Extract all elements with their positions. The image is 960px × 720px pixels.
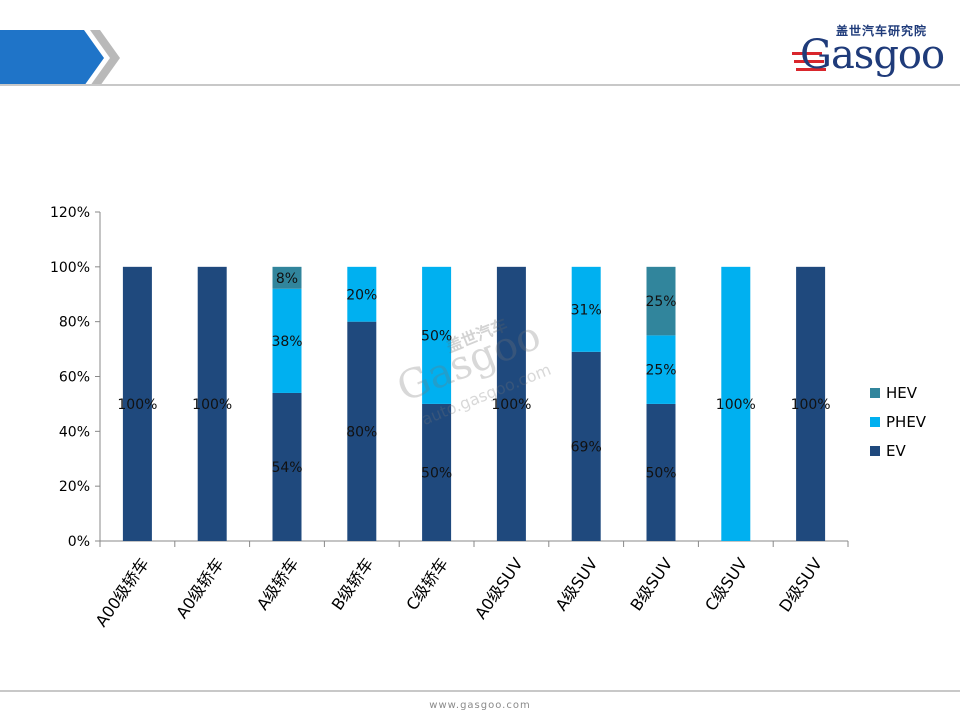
y-tick-label: 40%: [59, 424, 90, 440]
legend-swatch-phev: [870, 417, 880, 427]
legend-swatch-hev: [870, 388, 880, 398]
data-label: 80%: [346, 424, 377, 440]
data-label: 50%: [421, 465, 452, 481]
data-label: 25%: [645, 363, 676, 379]
data-label: 50%: [421, 328, 452, 344]
bar-segment-ev: [646, 403, 676, 541]
data-label: 38%: [271, 334, 302, 350]
x-category-label: A0级SUV: [471, 554, 527, 622]
bar-segment-phev: [422, 266, 452, 404]
footer-url: www.gasgoo.com: [429, 700, 531, 711]
data-label: 100%: [192, 397, 232, 413]
chart-bars: [122, 266, 826, 541]
bar-segment-ev: [197, 266, 227, 541]
data-label: 100%: [491, 397, 531, 413]
data-label: 25%: [645, 294, 676, 310]
y-tick-label: 100%: [50, 260, 90, 276]
x-category-label: B级SUV: [626, 554, 676, 614]
data-label: 100%: [117, 397, 157, 413]
x-category-label: A级轿车: [253, 554, 302, 613]
y-tick-label: 60%: [59, 370, 90, 386]
data-label: 54%: [271, 460, 302, 476]
legend-label: HEV: [886, 384, 918, 402]
bar-segment-hev: [646, 266, 676, 336]
data-label: 31%: [571, 302, 602, 318]
bar-segment-hev: [272, 266, 302, 289]
bar-segment-phev: [347, 266, 377, 322]
header-divider: [0, 84, 960, 86]
x-category-label: A0级轿车: [172, 554, 227, 622]
y-tick-label: 120%: [50, 205, 90, 221]
data-label: 100%: [716, 397, 756, 413]
logo-stripes-icon: [792, 52, 826, 71]
x-category-label: D级SUV: [775, 554, 826, 615]
bar-segment-phev: [571, 266, 601, 352]
bar-segment-phev: [272, 288, 302, 393]
bar-segment-ev: [571, 351, 601, 541]
header-banner: [0, 30, 120, 86]
legend-label: EV: [886, 442, 906, 460]
bar-segment-phev: [721, 266, 751, 541]
bar-segment-ev: [347, 321, 377, 541]
footer-divider: [0, 690, 960, 692]
legend-swatch-ev: [870, 446, 880, 456]
x-category-label: C级轿车: [402, 554, 452, 613]
data-label: 8%: [276, 271, 298, 287]
x-category-label: C级SUV: [701, 554, 751, 614]
bar-segment-ev: [122, 266, 152, 541]
x-category-label: A级SUV: [552, 554, 602, 614]
x-category-label: B级轿车: [328, 554, 377, 613]
data-label: 50%: [645, 465, 676, 481]
data-label: 20%: [346, 287, 377, 303]
bar-segment-ev: [422, 403, 452, 541]
bar-segment-ev: [272, 392, 302, 541]
data-label: 100%: [791, 397, 831, 413]
legend-label: PHEV: [886, 413, 927, 431]
y-tick-label: 0%: [68, 534, 90, 550]
bar-segment-ev: [796, 266, 826, 541]
logo-wordmark: Gasgoo: [800, 32, 945, 78]
chart-data-labels: 100% 100% 54% 38% 8% 80% 20% 50% 50% 100% 69% 31% 50…: [117, 271, 830, 482]
x-category-label: A00级轿车: [92, 554, 153, 630]
y-tick-label: 80%: [59, 315, 90, 331]
logo-cn-text: 盖世汽车研究院: [836, 24, 928, 38]
bar-segment-phev: [646, 335, 676, 404]
chart-legend: HEV PHEV EV: [870, 384, 927, 460]
gasgoo-logo: 盖世汽车研究院 Gasgoo: [790, 22, 950, 82]
bar-segment-ev: [496, 266, 526, 541]
y-tick-label: 20%: [59, 479, 90, 495]
data-label: 69%: [571, 439, 602, 455]
